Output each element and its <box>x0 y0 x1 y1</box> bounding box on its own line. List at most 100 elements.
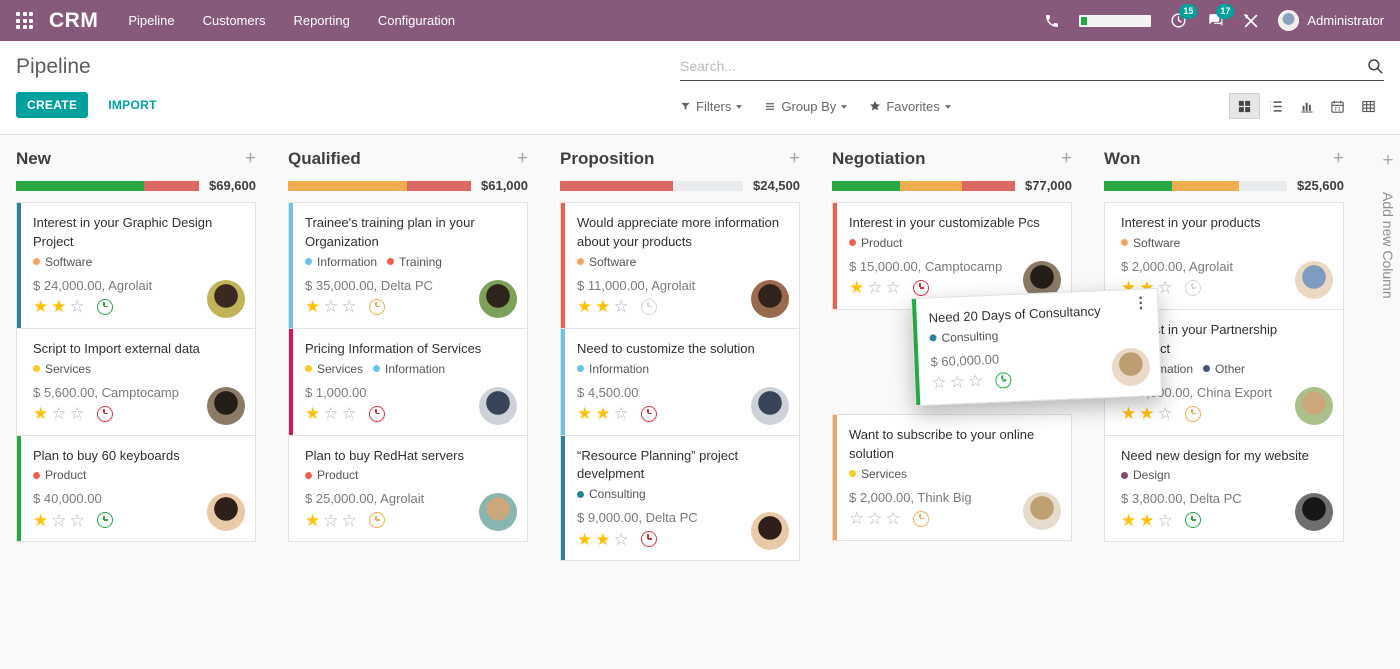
group-by-dropdown[interactable]: Group By <box>764 99 848 114</box>
progress-segment[interactable] <box>832 180 900 191</box>
quick-add-icon[interactable]: + <box>244 148 256 169</box>
priority-stars[interactable]: ★☆☆ <box>305 297 360 317</box>
column-progressbar[interactable] <box>288 180 471 191</box>
priority-stars[interactable]: ★★☆ <box>577 529 632 549</box>
quick-add-icon[interactable]: + <box>1332 148 1344 169</box>
pivot-view-button[interactable] <box>1353 93 1384 119</box>
list-view-button[interactable] <box>1260 93 1291 119</box>
progress-segment[interactable] <box>961 180 1015 191</box>
card-title: Interest in your customizable Pcs <box>849 215 1040 230</box>
search-input[interactable] <box>680 58 1366 74</box>
priority-stars[interactable]: ★☆☆ <box>33 510 88 530</box>
add-new-column[interactable]: + Add new Column <box>1376 149 1400 669</box>
activity-clock-icon[interactable] <box>640 531 657 548</box>
priority-stars[interactable]: ★☆☆ <box>33 404 88 424</box>
kanban-card[interactable]: Need to customize the solution Informati… <box>560 327 800 436</box>
priority-stars[interactable]: ☆☆☆ <box>849 509 904 529</box>
activity-clock-icon[interactable] <box>1184 512 1201 529</box>
kanban-card[interactable]: Would appreciate more information about … <box>560 202 800 329</box>
activity-clock-icon[interactable] <box>1184 405 1201 422</box>
card-color-stripe <box>1105 436 1109 542</box>
priority-stars[interactable]: ★★☆ <box>577 404 632 424</box>
quick-add-icon[interactable]: + <box>516 148 528 169</box>
kanban-card[interactable]: Plan to buy 60 keyboards Product $ 40,00… <box>16 434 256 543</box>
kanban-card[interactable]: Pricing Information of Services Services… <box>288 327 528 436</box>
activity-clock-icon[interactable] <box>912 279 929 296</box>
priority-stars[interactable]: ★★☆ <box>577 297 632 317</box>
progress-segment[interactable] <box>899 180 962 191</box>
progress-segment[interactable] <box>1104 180 1172 191</box>
add-column-plus-icon[interactable]: + <box>1382 150 1394 171</box>
tag-label: Consulting <box>589 487 646 502</box>
activity-clock-icon[interactable] <box>96 298 113 315</box>
priority-stars[interactable]: ★★☆ <box>33 297 88 317</box>
menu-pipeline[interactable]: Pipeline <box>128 13 175 28</box>
progress-segment[interactable] <box>1171 180 1240 191</box>
activity-clock-icon[interactable] <box>368 298 385 315</box>
filters-dropdown[interactable]: Filters <box>680 99 743 114</box>
column-progressbar[interactable] <box>560 180 743 191</box>
kebab-menu-icon[interactable]: ⋮ <box>1132 294 1149 312</box>
activity-clock-icon[interactable] <box>96 512 113 529</box>
app-brand[interactable]: CRM <box>49 8 99 32</box>
tools-icon[interactable] <box>1243 13 1259 29</box>
priority-stars[interactable]: ★★☆ <box>1121 404 1176 424</box>
kanban-card[interactable]: Want to subscribe to your online solutio… <box>832 413 1072 541</box>
priority-stars[interactable]: ★★☆ <box>1121 510 1176 530</box>
user-menu[interactable]: Administrator <box>1278 10 1384 31</box>
kanban-card[interactable]: Need new design for my website Design $ … <box>1104 434 1344 543</box>
activity-clock-icon[interactable] <box>912 510 929 527</box>
menu-customers[interactable]: Customers <box>202 13 266 28</box>
column-progressbar[interactable] <box>16 180 199 191</box>
activity-clock-icon[interactable] <box>368 512 385 529</box>
progress-segment[interactable] <box>16 180 145 191</box>
create-button[interactable]: CREATE <box>16 92 89 118</box>
priority-stars[interactable]: ☆☆☆ <box>931 371 987 393</box>
priority-stars[interactable]: ★☆☆ <box>305 404 360 424</box>
kanban-card[interactable]: Script to Import external data Services … <box>16 327 256 436</box>
activity-clock-icon[interactable] <box>640 405 657 422</box>
import-button[interactable]: IMPORT <box>108 98 157 112</box>
progress-segment[interactable] <box>560 180 674 191</box>
quick-add-icon[interactable]: + <box>1060 148 1072 169</box>
kanban-card[interactable]: Interest in your customizable Pcs Produc… <box>832 202 1072 310</box>
tag-label: Services <box>861 466 908 481</box>
card-color-stripe <box>17 435 21 542</box>
kanban-card[interactable]: “Resource Planning” project develpment C… <box>560 434 800 562</box>
dragged-kanban-card[interactable]: ⋮ Need 20 Days of Consultancy Consulting… <box>910 287 1163 406</box>
priority-stars[interactable]: ★☆☆ <box>305 510 360 530</box>
kanban-card[interactable]: Trainee's training plan in your Organiza… <box>288 202 528 329</box>
chevron-down-icon <box>736 104 743 109</box>
activities-icon[interactable]: 15 <box>1170 4 1198 29</box>
add-column-label[interactable]: Add new Column <box>1380 192 1396 299</box>
search-icon[interactable] <box>1366 57 1384 75</box>
kanban-card[interactable]: Interest in your Graphic Design Project … <box>16 202 256 329</box>
graph-view-button[interactable] <box>1291 93 1322 119</box>
menu-configuration[interactable]: Configuration <box>377 13 456 28</box>
menu-reporting[interactable]: Reporting <box>293 13 350 28</box>
progress-segment[interactable] <box>144 180 199 191</box>
apps-menu-icon[interactable] <box>16 12 33 29</box>
column-progressbar[interactable] <box>1104 180 1287 191</box>
activity-clock-icon[interactable] <box>994 371 1012 389</box>
priority-stars[interactable]: ★☆☆ <box>849 278 904 298</box>
quick-add-icon[interactable]: + <box>788 148 800 169</box>
activity-clock-icon[interactable] <box>96 405 113 422</box>
avatar <box>1023 491 1061 530</box>
activity-clock-icon[interactable] <box>368 405 385 422</box>
progress-segment[interactable] <box>288 180 407 191</box>
avatar <box>751 386 789 425</box>
activity-clock-icon[interactable] <box>1184 279 1201 296</box>
progress-segment[interactable] <box>406 180 471 191</box>
kanban-card[interactable]: Plan to buy RedHat servers Product $ 25,… <box>288 434 528 543</box>
phone-icon[interactable] <box>1044 13 1060 29</box>
favorites-dropdown[interactable]: Favorites <box>869 99 951 114</box>
card-title: Script to Import external data <box>33 340 200 356</box>
kanban-view-button[interactable] <box>1229 93 1260 119</box>
star-icon <box>870 101 881 111</box>
messages-icon[interactable]: 17 <box>1206 4 1235 29</box>
calendar-view-button[interactable] <box>1322 93 1353 119</box>
tag-label: Services <box>317 361 364 376</box>
activity-clock-icon[interactable] <box>640 298 657 315</box>
column-progressbar[interactable] <box>832 180 1015 191</box>
